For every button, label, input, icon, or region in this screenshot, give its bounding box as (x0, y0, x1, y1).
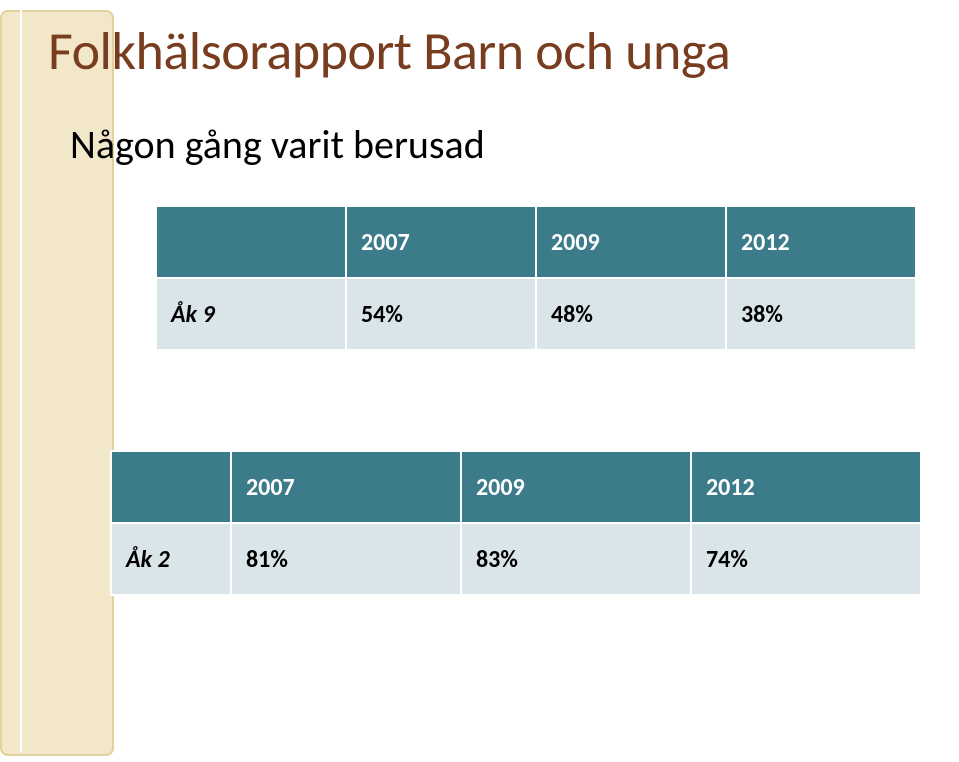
table-cell: 81% (231, 523, 461, 595)
table-row-label: Åk 2 (111, 523, 231, 595)
table-row-label: Åk 9 (156, 278, 346, 350)
table-cell: 54% (346, 278, 536, 350)
table-ak9: 2007 2009 2012 Åk 9 54% 48% 38% (155, 205, 917, 351)
table-ak2: 2007 2009 2012 Åk 2 81% 83% 74% (110, 450, 922, 596)
slide-title: Folkhälsorapport Barn och unga (48, 18, 939, 84)
decor-divider (20, 10, 22, 752)
table-header-cell (111, 451, 231, 523)
table-header-cell: 2012 (726, 206, 916, 278)
table-header-cell: 2009 (461, 451, 691, 523)
table-header-cell (156, 206, 346, 278)
slide-subtitle: Någon gång varit berusad (70, 120, 485, 169)
table-header-cell: 2007 (346, 206, 536, 278)
table-header-cell: 2009 (536, 206, 726, 278)
table-header-cell: 2007 (231, 451, 461, 523)
table-header-cell: 2012 (691, 451, 921, 523)
table-cell: 74% (691, 523, 921, 595)
table-cell: 38% (726, 278, 916, 350)
table-cell: 48% (536, 278, 726, 350)
slide: { "decor": { "box_fill": "#f3e7ca", "box… (0, 0, 959, 762)
table-cell: 83% (461, 523, 691, 595)
